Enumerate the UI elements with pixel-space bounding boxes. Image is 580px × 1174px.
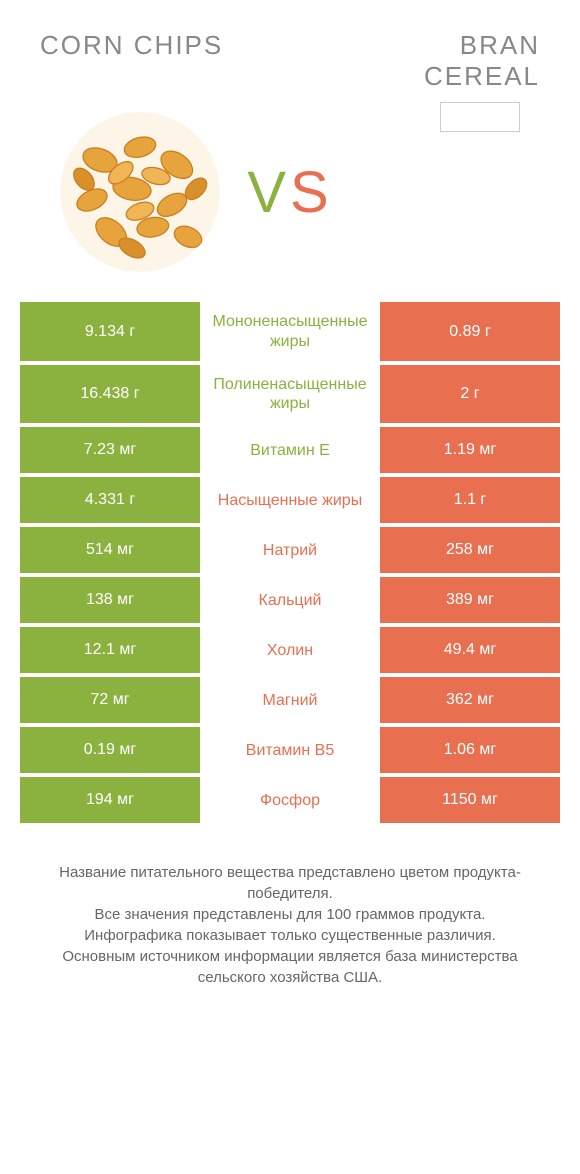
left-value: 72 мг: [20, 677, 200, 723]
left-value: 16.438 г: [20, 365, 200, 423]
left-value: 12.1 мг: [20, 627, 200, 673]
comparison-table: 9.134 гМононенасыщенные жиры0.89 г16.438…: [20, 302, 560, 823]
table-row: 7.23 мгВитамин E1.19 мг: [20, 427, 560, 473]
right-value: 1150 мг: [380, 777, 560, 823]
footer-line1: Название питательного вещества представл…: [30, 862, 550, 904]
table-row: 12.1 мгХолин49.4 мг: [20, 627, 560, 673]
vs-v: V: [247, 160, 290, 225]
corn-chips-image: [60, 112, 220, 272]
nutrient-label: Кальций: [200, 577, 380, 623]
table-row: 9.134 гМононенасыщенные жиры0.89 г: [20, 302, 560, 360]
right-title-line1: BRAN: [460, 30, 540, 60]
right-value: 2 г: [380, 365, 560, 423]
nutrient-label: Мононенасыщенные жиры: [200, 302, 380, 360]
corn-chips-icon: [60, 112, 220, 272]
hero-row: VS: [0, 102, 580, 302]
footer-notes: Название питательного вещества представл…: [0, 827, 580, 988]
bran-cereal-image-placeholder: [440, 102, 520, 132]
right-value: 362 мг: [380, 677, 560, 723]
left-food-title: CORN CHIPS: [40, 30, 223, 92]
nutrient-label: Полиненасыщенные жиры: [200, 365, 380, 423]
nutrient-label: Магний: [200, 677, 380, 723]
right-value: 1.19 мг: [380, 427, 560, 473]
footer-line4: Основным источником информации является …: [30, 946, 550, 988]
table-row: 72 мгМагний362 мг: [20, 677, 560, 723]
nutrient-label: Витамин E: [200, 427, 380, 473]
table-row: 4.331 гНасыщенные жиры1.1 г: [20, 477, 560, 523]
nutrient-label: Насыщенные жиры: [200, 477, 380, 523]
footer-line3: Инфографика показывает только существенн…: [30, 925, 550, 946]
right-title-line2: CEREAL: [424, 61, 540, 91]
left-value: 4.331 г: [20, 477, 200, 523]
vs-label: VS: [220, 159, 360, 226]
table-row: 0.19 мгВитамин B51.06 мг: [20, 727, 560, 773]
right-value: 49.4 мг: [380, 627, 560, 673]
nutrient-label: Холин: [200, 627, 380, 673]
table-row: 194 мгФосфор1150 мг: [20, 777, 560, 823]
left-value: 7.23 мг: [20, 427, 200, 473]
nutrient-label: Натрий: [200, 527, 380, 573]
right-value: 389 мг: [380, 577, 560, 623]
left-value: 9.134 г: [20, 302, 200, 360]
left-value: 194 мг: [20, 777, 200, 823]
left-value: 514 мг: [20, 527, 200, 573]
table-row: 138 мгКальций389 мг: [20, 577, 560, 623]
table-row: 16.438 гПолиненасыщенные жиры2 г: [20, 365, 560, 423]
left-value: 0.19 мг: [20, 727, 200, 773]
nutrient-label: Витамин B5: [200, 727, 380, 773]
right-food-title: BRAN CEREAL: [424, 30, 540, 92]
right-value: 1.06 мг: [380, 727, 560, 773]
right-value: 1.1 г: [380, 477, 560, 523]
right-value: 0.89 г: [380, 302, 560, 360]
left-value: 138 мг: [20, 577, 200, 623]
footer-line2: Все значения представлены для 100 граммо…: [30, 904, 550, 925]
right-value: 258 мг: [380, 527, 560, 573]
vs-s: S: [290, 160, 333, 225]
header: CORN CHIPS BRAN CEREAL: [0, 0, 580, 102]
nutrient-label: Фосфор: [200, 777, 380, 823]
table-row: 514 мгНатрий258 мг: [20, 527, 560, 573]
